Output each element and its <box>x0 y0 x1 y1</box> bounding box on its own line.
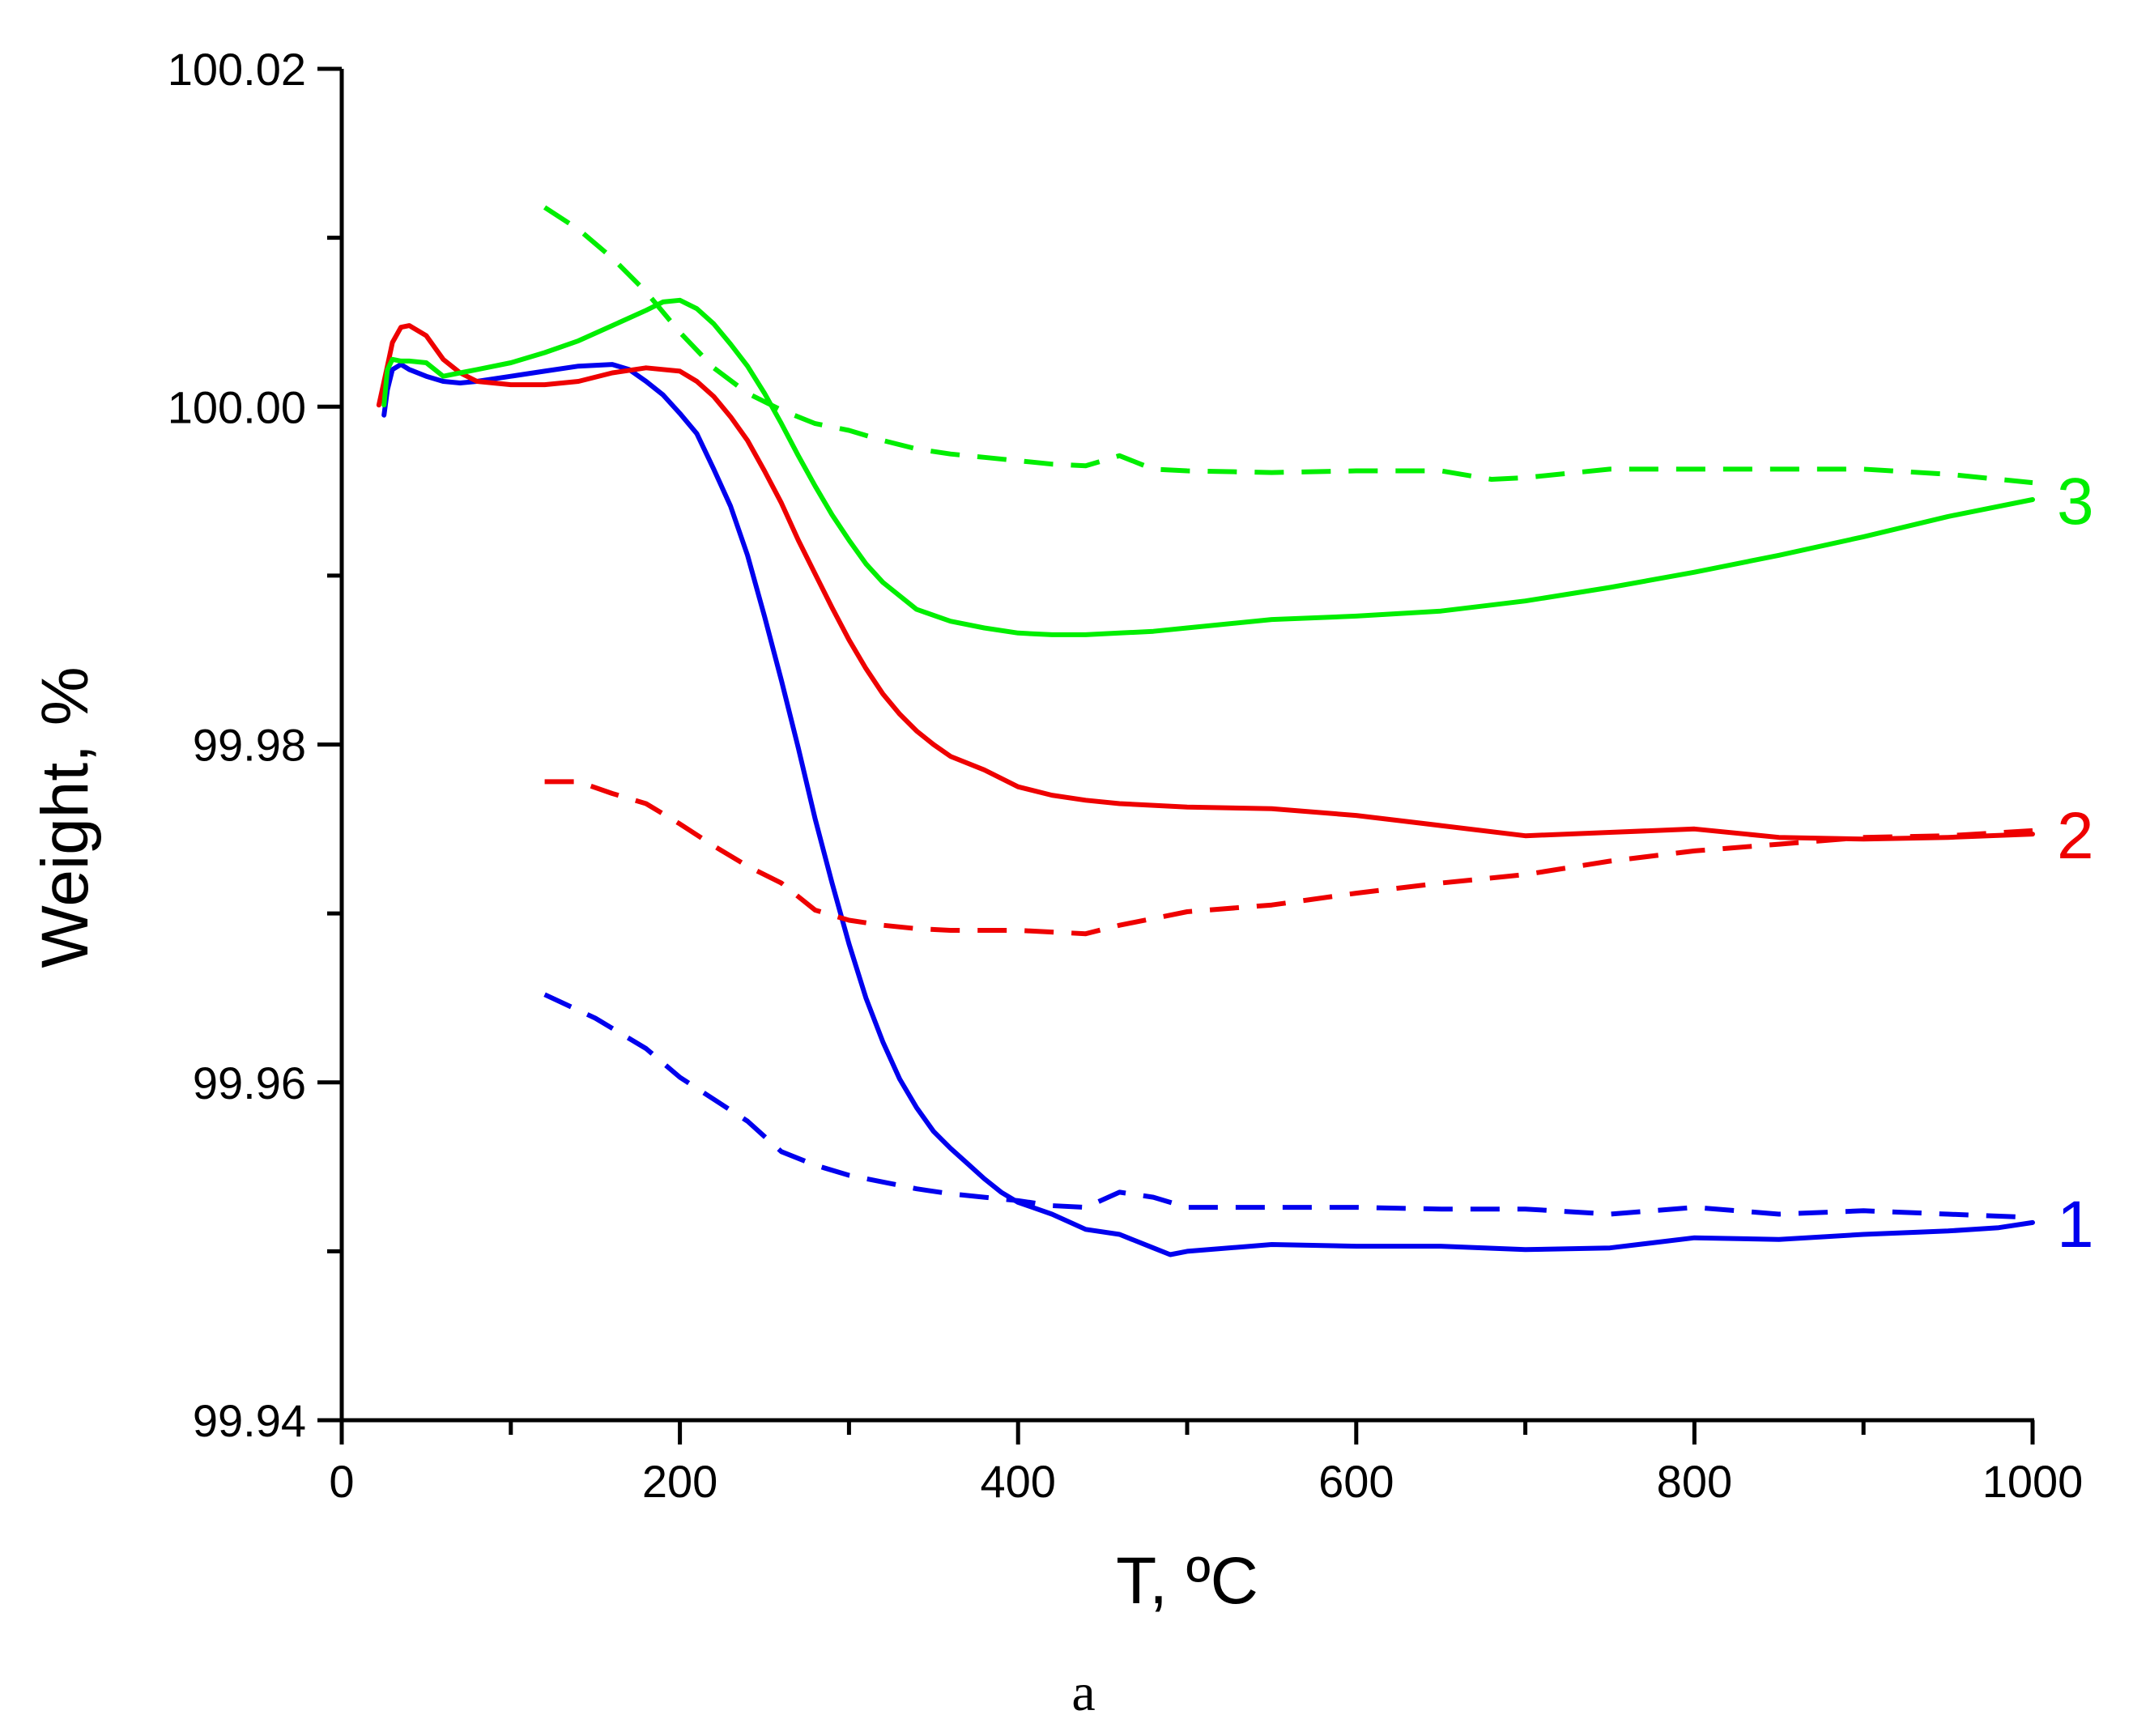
figure-caption: a <box>1071 1663 1095 1722</box>
y-tick-label: 99.96 <box>193 1057 306 1108</box>
y-axis-title: Weight, % <box>28 666 102 968</box>
x-tick-label: 0 <box>329 1456 354 1507</box>
curve-label-3: 3 <box>2057 465 2094 538</box>
axes <box>339 69 2034 1423</box>
series-line-3 <box>376 323 2035 842</box>
x-tick-label: 200 <box>642 1456 717 1507</box>
y-tick-label: 99.94 <box>193 1395 306 1446</box>
x-tick-label: 600 <box>1318 1456 1394 1507</box>
series-line-4 <box>544 779 2033 937</box>
y-tick-label: 99.98 <box>193 720 306 771</box>
curve-label-2: 2 <box>2057 799 2094 873</box>
x-axis-title: T, ºC <box>1116 1544 1258 1618</box>
curve-labels: 1 2 3 <box>2057 465 2094 1262</box>
series-line-1 <box>381 362 2035 1257</box>
series-layer <box>376 205 2035 1257</box>
y-tick-label: 100.00 <box>168 381 306 432</box>
ticks: 0 200 400 600 800 1000 99.94 99.96 99.98 100.00 10… <box>168 44 2084 1507</box>
x-tick-label: 400 <box>980 1456 1055 1507</box>
y-tick-label: 100.02 <box>168 44 306 95</box>
series-line-2 <box>543 992 2033 1220</box>
series-line-6 <box>543 205 2033 486</box>
x-tick-label: 800 <box>1657 1456 1732 1507</box>
curve-label-1: 1 <box>2057 1188 2094 1262</box>
series-line-5 <box>381 297 2035 637</box>
x-tick-label: 1000 <box>1982 1456 2084 1507</box>
